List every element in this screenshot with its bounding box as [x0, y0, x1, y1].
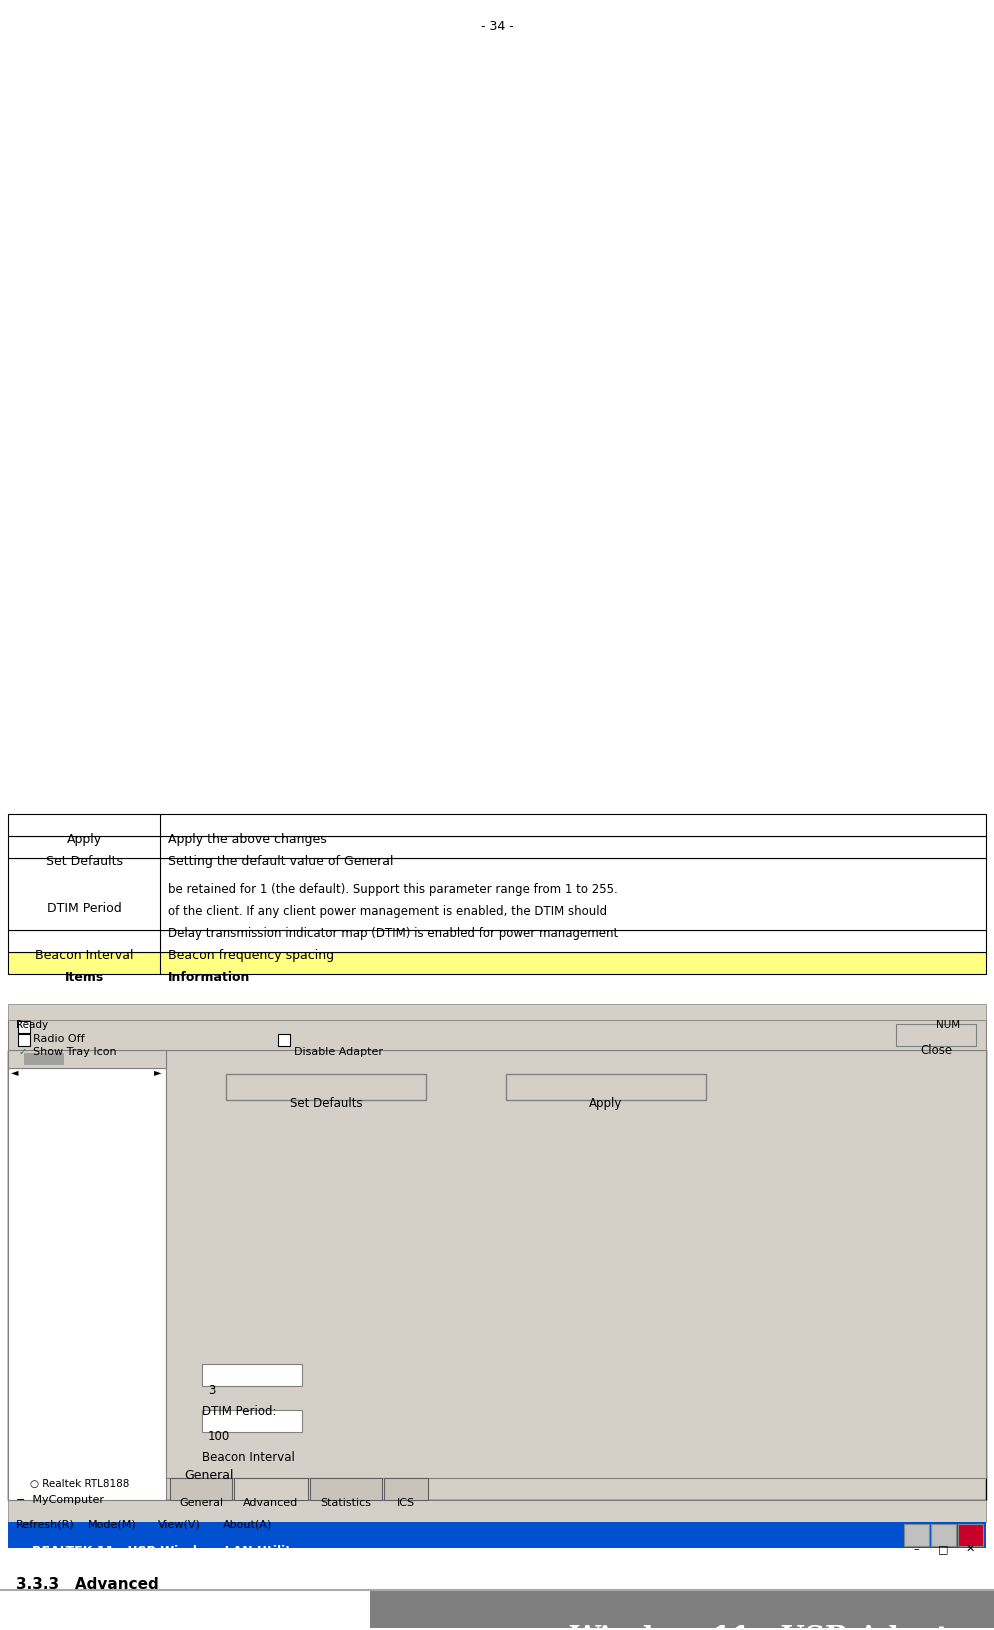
Bar [170, 1478, 232, 1500]
Text: Advanced: Advanced [244, 1496, 298, 1508]
Text: Show Tray Icon: Show Tray Icon [33, 1046, 116, 1056]
Bar [8, 931, 986, 952]
Text: □: □ [937, 1544, 948, 1553]
Text: View(V): View(V) [158, 1519, 201, 1529]
Text: Mode(M): Mode(M) [88, 1519, 137, 1529]
Bar [370, 1589, 994, 1628]
Bar [18, 1035, 30, 1046]
Text: 3.3.3   Advanced: 3.3.3 Advanced [16, 1576, 159, 1591]
Text: Close: Close [919, 1043, 952, 1056]
Bar [8, 952, 986, 975]
Bar [8, 815, 986, 836]
Text: Set Defaults: Set Defaults [46, 854, 122, 867]
Text: Apply: Apply [67, 833, 101, 846]
Text: - 34 -: - 34 - [481, 20, 513, 33]
Text: ✓: ✓ [19, 1046, 27, 1056]
Text: 3: 3 [208, 1384, 216, 1397]
Text: REALTEK 11n USB Wireless LAN Utility: REALTEK 11n USB Wireless LAN Utility [32, 1544, 299, 1557]
Bar [896, 1024, 976, 1046]
Text: Items: Items [65, 970, 103, 983]
Bar [8, 1522, 986, 1548]
Text: Radio Off: Radio Off [33, 1033, 84, 1043]
Bar [234, 1478, 308, 1500]
Text: be retained for 1 (the default). Support this parameter range from 1 to 255.: be retained for 1 (the default). Support… [168, 882, 617, 895]
Bar [8, 1068, 166, 1500]
Text: ◄: ◄ [11, 1066, 19, 1076]
Bar [904, 1524, 929, 1545]
Bar [226, 1074, 426, 1100]
Text: ►: ► [154, 1066, 161, 1076]
Bar [24, 1053, 64, 1066]
Text: Beacon Interval: Beacon Interval [202, 1451, 295, 1464]
Text: Statistics: Statistics [320, 1496, 372, 1508]
Text: 100: 100 [208, 1430, 231, 1443]
Text: ICS: ICS [397, 1496, 415, 1508]
Text: Apply the above changes: Apply the above changes [168, 833, 327, 846]
Bar [8, 836, 986, 859]
Bar [8, 859, 986, 931]
Text: of the client. If any client power management is enabled, the DTIM should: of the client. If any client power manag… [168, 905, 607, 918]
Text: Beacon Interval: Beacon Interval [35, 949, 133, 962]
Bar [310, 1478, 382, 1500]
Text: –: – [913, 1544, 918, 1553]
Text: DTIM Period: DTIM Period [47, 901, 121, 914]
Text: General: General [184, 1469, 234, 1482]
Text: Delay transmission indicator map (DTIM) is enabled for power management: Delay transmission indicator map (DTIM) … [168, 926, 618, 939]
Text: Apply: Apply [589, 1097, 622, 1110]
Text: Wireless 11n USB Adapter: Wireless 11n USB Adapter [570, 1623, 982, 1630]
Bar [8, 1050, 166, 1068]
Text: General: General [179, 1496, 223, 1508]
Bar [384, 1478, 428, 1500]
Bar [278, 1035, 290, 1046]
Text: Disable Adapter: Disable Adapter [294, 1046, 383, 1056]
Text: −  MyComputer: − MyComputer [16, 1495, 104, 1504]
Text: Refresh(R): Refresh(R) [16, 1519, 75, 1529]
Text: DTIM Period:: DTIM Period: [202, 1403, 276, 1416]
Bar [506, 1074, 706, 1100]
Text: Beacon frequency spacing: Beacon frequency spacing [168, 949, 334, 962]
Text: ○ Realtek RTL8188: ○ Realtek RTL8188 [30, 1478, 129, 1488]
Text: Information: Information [168, 970, 250, 983]
Bar [166, 1050, 986, 1478]
Bar [18, 1022, 30, 1033]
Bar [8, 1500, 986, 1522]
Text: Set Defaults: Set Defaults [289, 1097, 362, 1110]
Bar [931, 1524, 956, 1545]
Text: Ready: Ready [16, 1019, 48, 1030]
Text: About(A): About(A) [223, 1519, 272, 1529]
Text: ✕: ✕ [965, 1544, 975, 1553]
Bar [202, 1364, 302, 1386]
Bar [8, 1050, 986, 1500]
Bar [202, 1410, 302, 1433]
Text: NUM: NUM [936, 1019, 960, 1030]
Bar [958, 1524, 983, 1545]
Bar [8, 1020, 986, 1050]
Text: Setting the default value of General: Setting the default value of General [168, 854, 394, 867]
Bar [8, 1004, 986, 1020]
